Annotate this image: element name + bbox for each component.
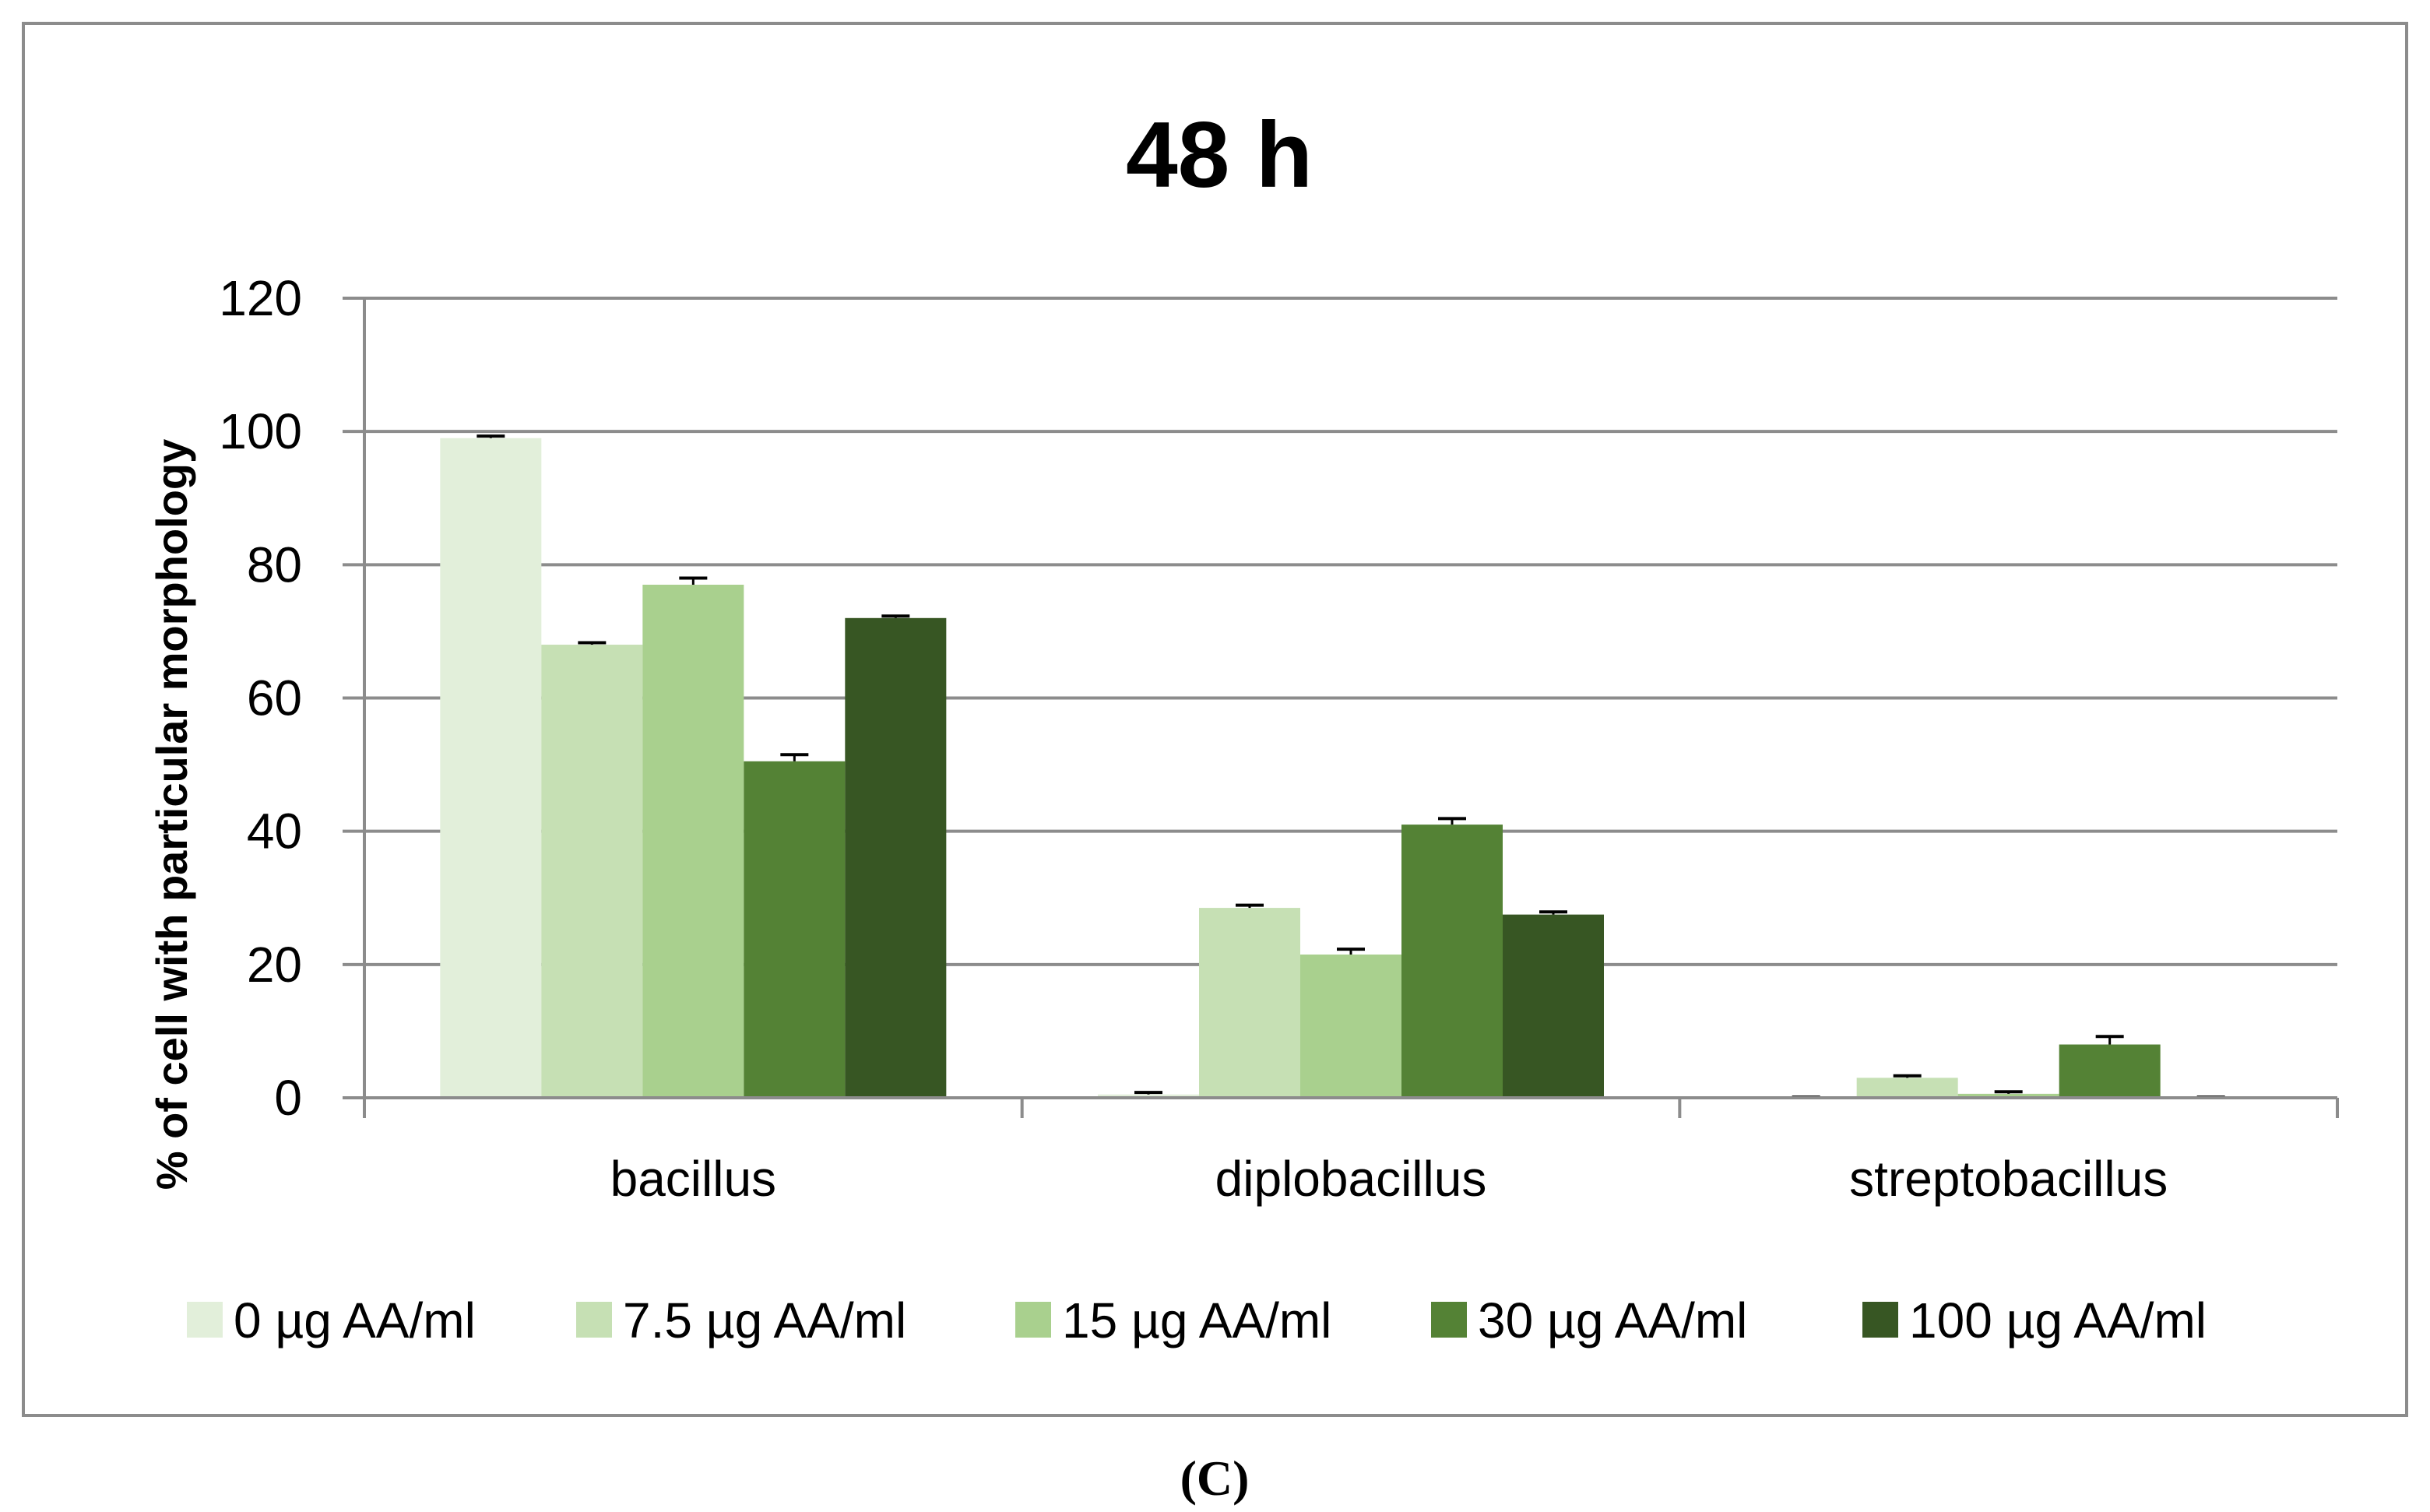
legend-label: 15 µg AA/ml xyxy=(1062,1292,1331,1348)
bars xyxy=(440,434,2225,1099)
legend-label: 0 µg AA/ml xyxy=(234,1292,476,1348)
bar xyxy=(2059,1044,2161,1098)
bar xyxy=(1957,1093,2059,1098)
bar xyxy=(1401,825,1503,1098)
x-tick-label: bacillus xyxy=(610,1151,776,1207)
y-tick-label: 60 xyxy=(247,670,302,726)
legend-swatch xyxy=(187,1302,223,1338)
y-tick-label: 100 xyxy=(219,403,302,459)
y-tick-label: 80 xyxy=(247,536,302,592)
axes: 0 20 40 60 80 100 120 bacillus diplobacillus stre… xyxy=(219,270,2339,1207)
legend-label: 30 µg AA/ml xyxy=(1478,1292,1747,1348)
legend: 0 µg AA/ml 7.5 µg AA/ml 15 µg AA/ml 30 µg A… xyxy=(187,1292,2207,1348)
legend-label: 7.5 µg AA/ml xyxy=(623,1292,906,1348)
y-tick-label: 40 xyxy=(247,803,302,860)
chart-title: 48 h xyxy=(1126,103,1313,207)
x-tick-label: diplobacillus xyxy=(1215,1151,1487,1207)
chart-frame xyxy=(22,22,2408,1417)
legend-swatch xyxy=(576,1302,612,1338)
legend-swatch xyxy=(1431,1302,1467,1338)
y-tick-label: 120 xyxy=(219,270,302,326)
bar xyxy=(744,761,846,1098)
bar xyxy=(440,438,542,1098)
bar xyxy=(541,645,643,1098)
bar xyxy=(845,617,947,1098)
bar xyxy=(1300,954,1401,1098)
y-axis-label: % of cell with particular morphology xyxy=(147,439,196,1190)
y-tick-label: 0 xyxy=(274,1070,302,1126)
figure-caption: (C) xyxy=(1180,1450,1250,1506)
bar xyxy=(1503,914,1604,1098)
legend-label: 100 µg AA/ml xyxy=(1909,1292,2207,1348)
legend-swatch xyxy=(1862,1302,1898,1338)
bar xyxy=(642,585,744,1098)
legend-swatch xyxy=(1015,1302,1051,1338)
bar xyxy=(1098,1094,1199,1098)
bar xyxy=(1856,1078,1958,1098)
x-tick-label: streptobacillus xyxy=(1849,1151,2168,1207)
bar xyxy=(1199,908,1300,1098)
y-tick-label: 20 xyxy=(247,937,302,993)
